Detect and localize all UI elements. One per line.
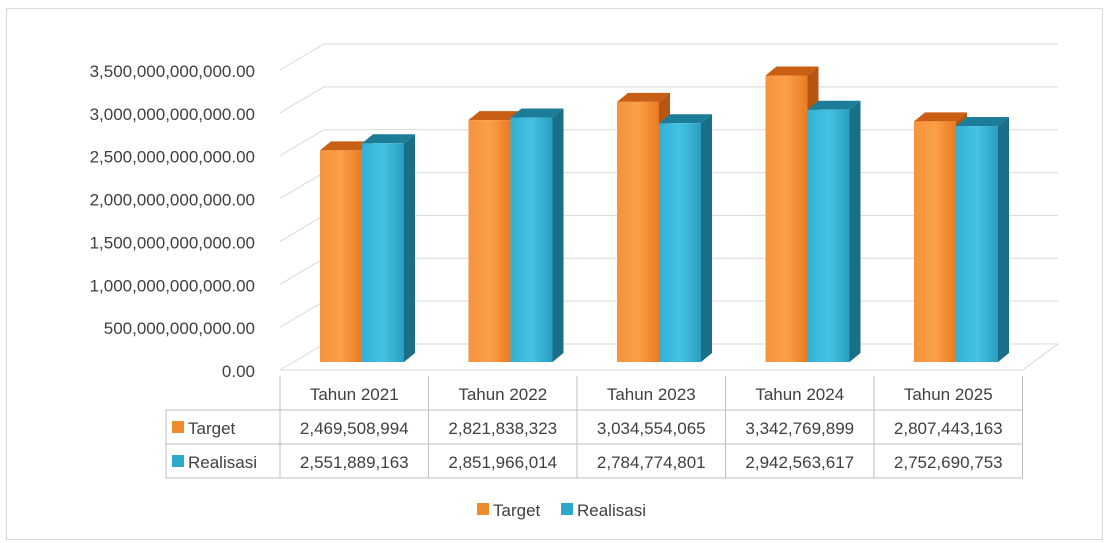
- bar-front: [510, 117, 553, 362]
- bar-top: [320, 141, 373, 151]
- side-gridline: [279, 257, 325, 285]
- y-tick-label: 1,000,000,000,000.00: [90, 276, 255, 295]
- bar-side: [552, 108, 564, 362]
- table-cell: 2,821,838,323: [448, 419, 557, 438]
- bar-top: [362, 134, 415, 144]
- side-gridline: [279, 172, 325, 200]
- side-gridline: [279, 43, 325, 71]
- side-gridline: [279, 300, 325, 328]
- bar-front: [914, 121, 956, 362]
- bar-side: [998, 117, 1009, 362]
- bar-top: [807, 100, 861, 110]
- side-gridline: [279, 214, 325, 242]
- legend-key-target: [172, 421, 184, 433]
- bar-front: [659, 123, 701, 362]
- y-tick-label: 3,500,000,000,000.00: [90, 62, 255, 81]
- series-row-label: Realisasi: [188, 453, 257, 472]
- category-label: Tahun 2024: [755, 385, 844, 404]
- category-label: Tahun 2023: [607, 385, 696, 404]
- y-tick-label: 1,500,000,000,000.00: [90, 233, 255, 252]
- bar-side: [849, 100, 861, 362]
- table-cell: 3,034,554,065: [597, 419, 706, 438]
- bar-front: [765, 75, 808, 362]
- bar-realisasi-4: [956, 117, 1009, 362]
- legend-swatch-target: [477, 503, 489, 515]
- table-cell: 2,469,508,994: [300, 419, 409, 438]
- y-tick-label: 2,000,000,000,000.00: [90, 191, 255, 210]
- bar-realisasi-0: [362, 134, 415, 362]
- bar-realisasi-2: [659, 114, 712, 362]
- bar-top: [659, 114, 712, 124]
- side-gridline: [279, 129, 325, 157]
- bar-top: [956, 117, 1009, 127]
- table-cell: 2,784,774,801: [597, 453, 706, 472]
- side-gridline: [279, 86, 325, 114]
- category-label: Tahun 2022: [458, 385, 547, 404]
- y-tick-label: 2,500,000,000,000.00: [90, 148, 255, 167]
- y-tick-label: 0.00: [222, 362, 255, 381]
- bar-top: [617, 92, 670, 102]
- bar-front: [807, 109, 850, 362]
- category-label: Tahun 2025: [904, 385, 993, 404]
- bar-top: [914, 112, 967, 122]
- table-cell: 2,551,889,163: [300, 453, 409, 472]
- bar-front: [617, 101, 659, 363]
- side-gridline: [279, 343, 325, 371]
- bar-top: [468, 111, 522, 121]
- table-cell: 2,807,443,163: [894, 419, 1003, 438]
- legend-label: Target: [493, 501, 541, 520]
- legend-label: Realisasi: [577, 501, 646, 520]
- bar-top: [510, 108, 564, 118]
- legend-key-realisasi: [172, 455, 184, 467]
- floor-side-edge: [1022, 343, 1059, 371]
- bar-front: [320, 150, 362, 362]
- category-label: Tahun 2021: [310, 385, 399, 404]
- table-cell: 3,342,769,899: [745, 419, 854, 438]
- y-tick-label: 3,000,000,000,000.00: [90, 105, 255, 124]
- bar-front: [362, 143, 404, 362]
- bar-front: [956, 126, 998, 362]
- bar-realisasi-1: [510, 108, 564, 362]
- bar-side: [701, 114, 712, 362]
- bar-realisasi-3: [807, 100, 861, 362]
- series-row-label: Target: [188, 419, 236, 438]
- y-tick-label: 500,000,000,000.00: [104, 319, 255, 338]
- table-cell: 2,752,690,753: [894, 453, 1003, 472]
- bar-top: [765, 66, 819, 76]
- bar-side: [404, 134, 415, 362]
- table-cell: 2,942,563,617: [745, 453, 854, 472]
- bar-front: [468, 120, 511, 362]
- table-cell: 2,851,966,014: [448, 453, 557, 472]
- legend-swatch-realisasi: [561, 503, 573, 515]
